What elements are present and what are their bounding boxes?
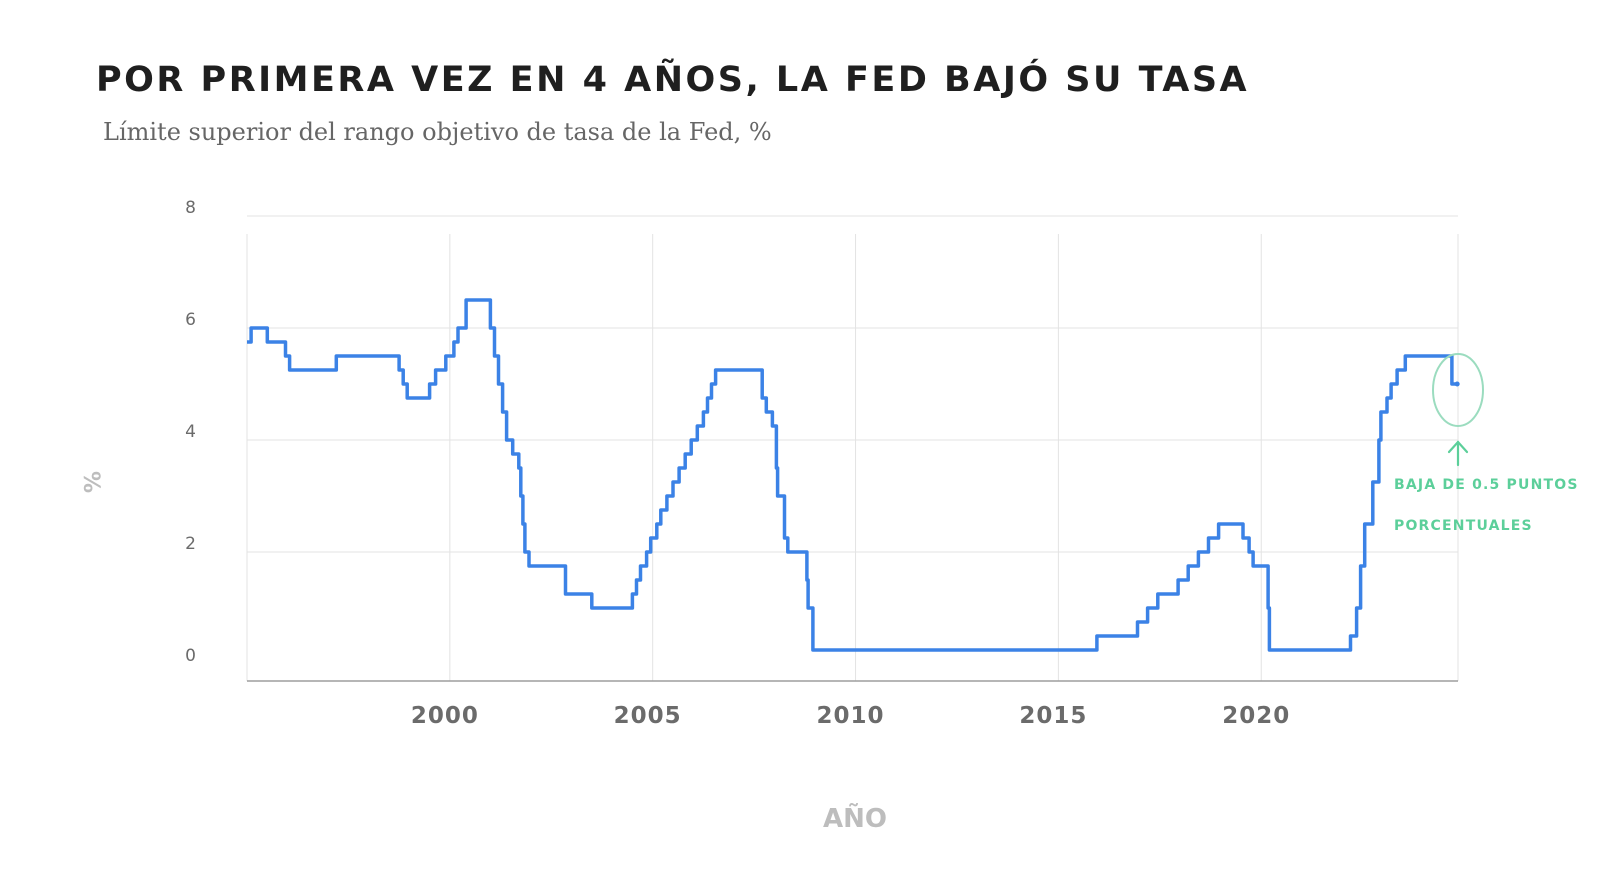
x-tick-label: 2020 (1222, 703, 1290, 729)
chart-subtitle: Límite superior del rango objetivo de ta… (103, 118, 772, 146)
x-axis-title: AÑO (823, 802, 887, 834)
y-axis-ticks: 0 2 4 6 8 (185, 198, 196, 666)
y-tick-label: 6 (185, 310, 196, 330)
x-tick-label: 2010 (817, 703, 885, 729)
y-axis-title: % (78, 471, 103, 493)
grid (246, 215, 1459, 681)
x-tick-label: 2000 (411, 703, 479, 729)
annotation-line-1: BAJA DE 0.5 PUNTOS (1394, 477, 1579, 493)
x-tick-label: 2015 (1019, 703, 1087, 729)
highlight-circle (1432, 353, 1484, 427)
series-line (247, 298, 1458, 652)
y-tick-label: 8 (185, 198, 196, 218)
series-group (247, 298, 1460, 652)
y-tick-label: 0 (185, 646, 196, 666)
x-tick-label: 2005 (614, 703, 682, 729)
arrow-up-icon (1447, 440, 1469, 467)
annotation-line-2: PORCENTUALES (1394, 518, 1533, 534)
y-tick-label: 4 (185, 422, 196, 442)
x-axis-ticks: 2000 2005 2010 2015 2020 (411, 703, 1290, 729)
data-point (1454, 381, 1460, 387)
chart-title: POR PRIMERA VEZ EN 4 AÑOS, LA FED BAJÓ S… (96, 60, 1250, 100)
y-tick-label: 2 (185, 534, 196, 554)
